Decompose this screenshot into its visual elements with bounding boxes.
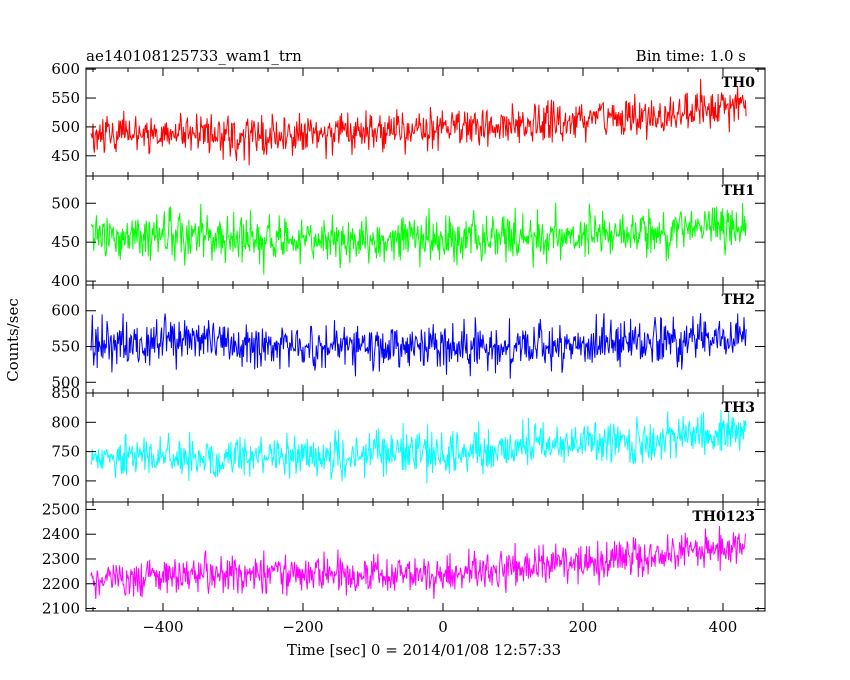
panel-th2: 500 550 600 TH2 <box>51 284 766 394</box>
y-tick-label: 400 <box>51 272 80 290</box>
channel-label: TH0 <box>722 75 756 91</box>
y-tick-label: 600 <box>51 302 80 320</box>
series-th1 <box>90 202 747 275</box>
y-tick-label: 500 <box>51 373 80 391</box>
y-tick-label: 800 <box>51 413 80 431</box>
panel-th0: 450 500 550 600 TH0 <box>51 60 766 177</box>
y-tick-label: 2200 <box>42 575 80 593</box>
y-tick-label: 550 <box>51 89 80 107</box>
series-th0 <box>90 78 747 166</box>
y-tick-label: 450 <box>51 233 80 251</box>
channel-label: TH1 <box>722 183 755 199</box>
y-tick-label: 550 <box>51 338 80 356</box>
series-th2 <box>90 313 747 379</box>
bin-time-label: Bin time: 1.0 s <box>636 47 746 65</box>
channel-label: TH3 <box>722 400 755 416</box>
y-tick-label: 2300 <box>42 550 80 568</box>
panel-th1: 400 450 500 TH1 <box>51 175 766 290</box>
y-tick-label: 2400 <box>42 525 80 543</box>
y-axis-label: Counts/sec <box>4 298 22 382</box>
panels-group: 450 500 550 600 TH0 400 450 500 TH1 500 550 600 TH2 7… <box>42 60 766 636</box>
series-th0123 <box>90 525 747 600</box>
panel-th3: 700 750 800 850 TH3 <box>51 384 766 503</box>
x-tick-label: 0 <box>438 618 448 636</box>
series-th3 <box>90 410 747 484</box>
channel-label: TH0123 <box>692 509 755 525</box>
y-tick-label: 2100 <box>42 600 80 618</box>
y-tick-label: 500 <box>51 194 80 212</box>
channel-label: TH2 <box>722 292 755 308</box>
y-tick-label: 750 <box>51 443 80 461</box>
y-tick-label: 500 <box>51 118 80 136</box>
panel-th0123: 2100 2200 2300 2400 2500 TH0123 <box>42 500 766 618</box>
y-tick-label: 600 <box>51 60 80 78</box>
x-tick-label: −400 <box>142 618 183 636</box>
obs-id-title: ae140108125733_wam1_trn <box>86 47 302 65</box>
x-tick-label: 400 <box>709 618 738 636</box>
x-tick-label: −200 <box>282 618 323 636</box>
y-tick-label: 700 <box>51 472 80 490</box>
x-axis-label: Time [sec] 0 = 2014/01/08 12:57:33 <box>287 641 561 659</box>
y-tick-label: 450 <box>51 147 80 165</box>
x-tick-label: 200 <box>569 618 598 636</box>
y-tick-label: 2500 <box>42 500 80 518</box>
y-tick-label: 850 <box>51 384 80 402</box>
panel-frame <box>85 501 766 612</box>
